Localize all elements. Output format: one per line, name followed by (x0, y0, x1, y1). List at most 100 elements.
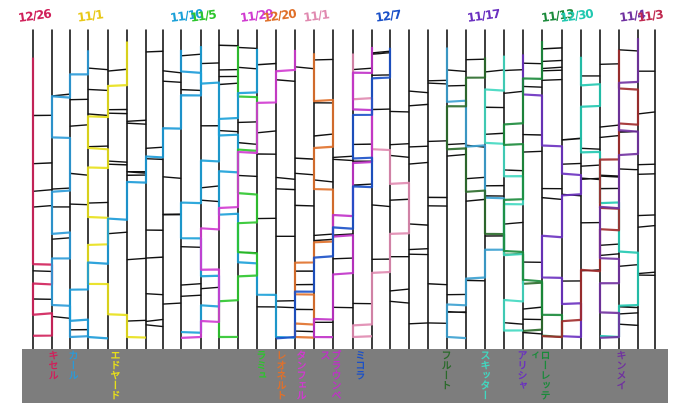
name-label: カール (66, 350, 77, 380)
traced-path (180, 49, 297, 340)
ladder-rung (126, 119, 147, 123)
ladder-rung (200, 199, 220, 203)
ladder-rung (484, 69, 505, 73)
ladder-rung (237, 141, 258, 146)
name-label: ミコラ (353, 350, 364, 380)
ladder-rung (408, 90, 429, 94)
ladder-rung (180, 88, 202, 92)
ladder-rung (237, 66, 258, 70)
ladder-rung (87, 201, 109, 204)
name-label: ラミュ (254, 350, 265, 380)
ladder-rung (332, 158, 354, 162)
ladder-rung (618, 312, 639, 315)
name-label: エドヤード (108, 350, 119, 400)
ladder-rung (200, 62, 220, 65)
ladder-rung (561, 162, 582, 165)
ladder-rung (200, 185, 220, 189)
ladder-rung (275, 306, 296, 309)
traced-path (598, 38, 640, 339)
name-label: キセル (46, 350, 57, 380)
ladder-rung (389, 110, 410, 113)
ladder-rung (484, 132, 505, 135)
ladder-rung (580, 177, 601, 181)
ladder-rung (389, 300, 410, 304)
ladder-rung (126, 171, 147, 174)
traced-path (502, 41, 564, 339)
traced-path (275, 47, 392, 340)
ladder-rung (69, 172, 89, 176)
ladder-rung (162, 176, 182, 180)
ladder-rung (541, 66, 563, 70)
ladder-rung (32, 188, 53, 193)
ladder-rung (145, 158, 164, 161)
ladder-rung (541, 69, 563, 72)
ladder-rung (145, 256, 164, 259)
ladder-rung (313, 133, 334, 137)
ladder-rung (87, 113, 109, 117)
name-label: キンメイ (614, 350, 625, 390)
ladder-rung (87, 88, 109, 92)
ladder-rung (541, 47, 563, 50)
ladder-rung (541, 196, 563, 201)
ladder-rung (69, 203, 89, 206)
ladder-rung (200, 286, 220, 290)
ladder-rung (352, 67, 373, 71)
ladder-rung (618, 49, 639, 52)
ladder-rung (218, 82, 239, 86)
ladder-rung (218, 129, 239, 133)
ladder-rung (618, 323, 639, 327)
ladder-rung (446, 69, 467, 73)
ladder-rung (408, 103, 429, 107)
ladder-rung (503, 69, 524, 72)
traced-path (179, 48, 259, 334)
ladder-rung (599, 253, 620, 257)
ladder-rung (427, 82, 448, 85)
ladder-rung (332, 233, 354, 236)
ladder-rung (126, 319, 147, 322)
ladder-rung (599, 175, 620, 178)
name-label: アリシャ (515, 350, 526, 390)
traced-path (199, 46, 296, 339)
ladder-rung (107, 68, 128, 72)
ladder-rung (371, 204, 391, 208)
ladder-rung (541, 59, 563, 63)
ladder-rung (126, 257, 147, 261)
ladder-rung (637, 224, 656, 228)
ladder-rung (408, 145, 429, 148)
traced-path (521, 54, 583, 339)
ladder-rung (145, 146, 164, 150)
traced-path (50, 50, 90, 339)
ladder-rung (637, 271, 656, 275)
ladder-rung (503, 169, 524, 172)
traced-path (483, 55, 525, 332)
name-label: スキッター (478, 350, 489, 400)
ladder-rung (503, 221, 524, 225)
ladder-rung (145, 50, 164, 53)
ladder-rung (408, 223, 429, 226)
traced-path (445, 57, 544, 333)
ladder-rung (503, 90, 524, 95)
traced-path (541, 49, 640, 339)
ladder-rung (87, 67, 109, 71)
ladder-rung (580, 147, 601, 150)
ladder-rung (352, 183, 373, 186)
ladder-rung (408, 322, 429, 325)
traced-path (293, 53, 335, 339)
ladder-rung (32, 204, 53, 208)
ladder-rung (580, 164, 601, 167)
ladder-rung (275, 79, 296, 83)
ladder-rung (162, 80, 182, 84)
traced-path (31, 57, 54, 337)
ladder-rung (51, 315, 71, 319)
ladder-rung (427, 283, 448, 286)
ladder-rung (237, 46, 258, 50)
ladder-rung (294, 172, 315, 176)
ladder-rung (618, 263, 639, 268)
traced-path (579, 56, 640, 339)
ladder-rung (332, 257, 354, 260)
ladder-rung (465, 198, 486, 202)
ladder-rung (145, 318, 164, 323)
ladder-rung (162, 70, 182, 74)
